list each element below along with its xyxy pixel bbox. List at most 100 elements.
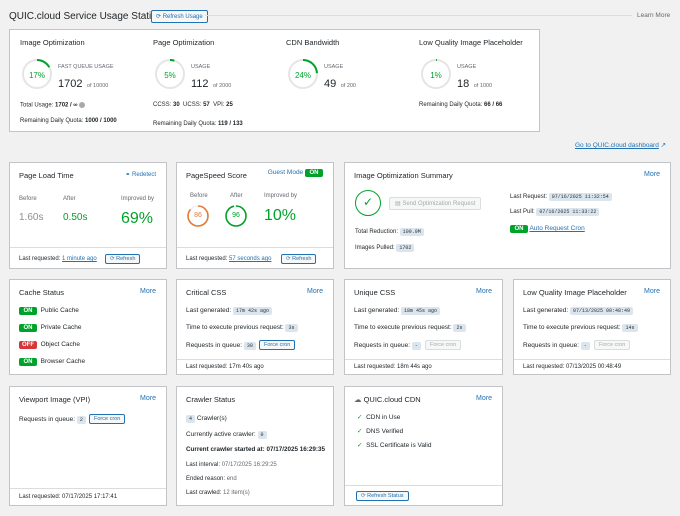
- improved-value: 69%: [121, 210, 154, 227]
- more-link[interactable]: More: [644, 171, 660, 178]
- divider: [177, 359, 333, 360]
- header-divider: [205, 15, 632, 16]
- force-cron-button[interactable]: Force cron: [89, 414, 126, 424]
- last-requested: Last requested: 17m 40s ago: [186, 364, 264, 370]
- image-usage-value: 1702 of 10000: [58, 78, 109, 90]
- check-icon: ✓: [357, 442, 363, 449]
- cdn-usage-percent: 24%: [294, 71, 311, 80]
- lqip-usage-value: 18 of 1000: [457, 78, 493, 90]
- guest-mode-toggle[interactable]: ON: [305, 169, 323, 177]
- after-label: After: [63, 196, 76, 202]
- last-interval: Last interval: 07/17/2025 16:29:25: [186, 462, 277, 468]
- divider: [345, 359, 502, 360]
- link-icon: ⚭: [125, 172, 131, 178]
- usage-panel: Image Optimization 17% FAST QUEUE USAGE …: [9, 29, 540, 132]
- cache-status-card: Cache Status More ON Public Cache ON Pri…: [9, 279, 167, 375]
- refresh-icon: ⟳: [361, 493, 366, 499]
- more-link[interactable]: More: [307, 288, 323, 295]
- last-requested: Last requested: 57 seconds ago: [186, 256, 272, 262]
- after-value: 0.50s: [63, 212, 88, 223]
- force-cron-button[interactable]: Force cron: [259, 340, 296, 350]
- check-icon: ✓: [357, 414, 363, 421]
- requests-in-queue: Requests in queue: -: [354, 342, 421, 350]
- page-title: QUIC.cloud Service Usage Statistics: [9, 11, 172, 22]
- image-usage-ring: [22, 59, 52, 89]
- cron-toggle[interactable]: ON: [510, 225, 528, 233]
- send-icon: ▤: [395, 201, 401, 207]
- dashboard-link[interactable]: Go to QUIC.cloud dashboard ↗: [575, 142, 667, 149]
- page-load-title: Page Load Time: [19, 171, 74, 180]
- info-icon: [79, 102, 86, 108]
- cache-status-title: Cache Status: [19, 288, 65, 297]
- cdn-usage-label: USAGE: [324, 64, 344, 70]
- image-summary-title: Image Optimization Summary: [354, 171, 453, 180]
- auto-request-cron: ON Auto Request Cron: [510, 225, 585, 233]
- page-usage-value: 112 of 2000: [191, 78, 232, 90]
- image-usage-percent: 17%: [28, 71, 45, 80]
- requests-in-queue: Requests in queue: 30: [186, 342, 256, 350]
- crawler-title: Crawler Status: [186, 395, 236, 404]
- page-usage-breakdown: CCSS: 30 UCSS: 57 VPI: 25: [153, 102, 233, 108]
- page-usage-label: USAGE: [191, 64, 211, 70]
- more-link[interactable]: More: [644, 288, 660, 295]
- more-link[interactable]: More: [476, 288, 492, 295]
- critical-css-card: Critical CSS More Last generated: 17m 42…: [176, 279, 334, 375]
- images-pulled: Images Pulled: 1702: [355, 244, 415, 252]
- image-daily-quota: Remaining Daily Quota: 1000 / 1000: [20, 118, 117, 124]
- cdn-status-item: ✓ DNS Verified: [357, 428, 404, 435]
- page-usage-title: Page Optimization: [153, 38, 215, 47]
- lqip-card: Low Quality Image Placeholder More Last …: [513, 279, 671, 375]
- crawler-card: Crawler Status 4 Crawler(s) Currently ac…: [176, 386, 334, 506]
- last-crawled: Last crawled: 12 item(s): [186, 490, 250, 496]
- force-cron-button[interactable]: Force cron: [594, 340, 631, 350]
- auto-request-cron-link[interactable]: Auto Request Cron: [529, 225, 585, 232]
- lqip-daily-quota: Remaining Daily Quota: 66 / 66: [419, 102, 503, 108]
- more-link[interactable]: More: [140, 395, 156, 402]
- last-generated: Last generated: 07/13/2025 00:48:49: [523, 307, 634, 315]
- execute-time: Time to execute previous request: 3s: [186, 324, 298, 332]
- cdn-usage-value: 49 of 200: [324, 78, 356, 90]
- image-total-usage: Total Usage: 1702 / ∞: [20, 102, 86, 109]
- last-requested: Last requested: 07/17/2025 17:17:41: [19, 494, 118, 500]
- cache-item: ON Public Cache: [19, 307, 79, 315]
- lqip-usage-title: Low Quality Image Placeholder: [419, 38, 523, 47]
- pagespeed-title: PageSpeed Score: [186, 171, 247, 180]
- ended-reason: Ended reason: end: [186, 476, 237, 482]
- unique-css-card: Unique CSS More Last generated: 18m 45s …: [344, 279, 503, 375]
- send-optimization-button[interactable]: ▤ Send Optimization Request: [389, 197, 482, 210]
- refresh-usage-button[interactable]: ⟳ Refresh Usage: [151, 10, 208, 23]
- cloud-icon: ☁: [354, 395, 362, 404]
- after-score: 96: [232, 212, 240, 219]
- cdn-usage-ring: [288, 59, 318, 89]
- cdn-title: ☁ QUIC.cloud CDN: [354, 395, 421, 404]
- before-value: 1.60s: [19, 212, 44, 223]
- refresh-button[interactable]: ⟳ Refresh: [105, 254, 141, 264]
- refresh-button[interactable]: ⟳ Refresh: [281, 254, 317, 264]
- refresh-status-button[interactable]: ⟳ Refresh Status: [356, 491, 409, 501]
- before-score: 86: [194, 212, 202, 219]
- page-usage-percent: 5%: [164, 71, 176, 80]
- refresh-icon: ⟳: [156, 14, 162, 20]
- total-reduction: Total Reduction: 109.9M: [355, 228, 424, 236]
- after-label: After: [230, 193, 243, 199]
- external-link-icon: ↗: [660, 142, 667, 149]
- last-generated: Last generated: 18m 45s ago: [354, 307, 441, 315]
- active-crawler: Currently active crawler: 0: [186, 431, 267, 439]
- more-link[interactable]: More: [140, 288, 156, 295]
- execute-time: Time to execute previous request: 14s: [523, 324, 638, 332]
- status-badge: ON: [19, 358, 37, 366]
- more-link[interactable]: More: [476, 395, 492, 402]
- cdn-status-item: ✓ SSL Certificate is Valid: [357, 442, 432, 449]
- status-badge: ON: [19, 307, 37, 315]
- redetect-link[interactable]: ⚭ Redetect: [125, 172, 156, 178]
- last-requested: Last requested: 1 minute ago: [19, 256, 97, 262]
- lqip-usage-percent: 1%: [430, 71, 442, 80]
- improved-label: Improved by: [264, 193, 298, 199]
- force-cron-button[interactable]: Force cron: [425, 340, 462, 350]
- learn-more-link[interactable]: Learn More: [637, 12, 671, 19]
- cache-item: ON Browser Cache: [19, 358, 85, 366]
- guest-mode: Guest Mode ON: [268, 169, 323, 177]
- cdn-status-item: ✓ CDN in Use: [357, 414, 401, 421]
- check-icon: ✓: [357, 428, 363, 435]
- divider: [345, 485, 502, 486]
